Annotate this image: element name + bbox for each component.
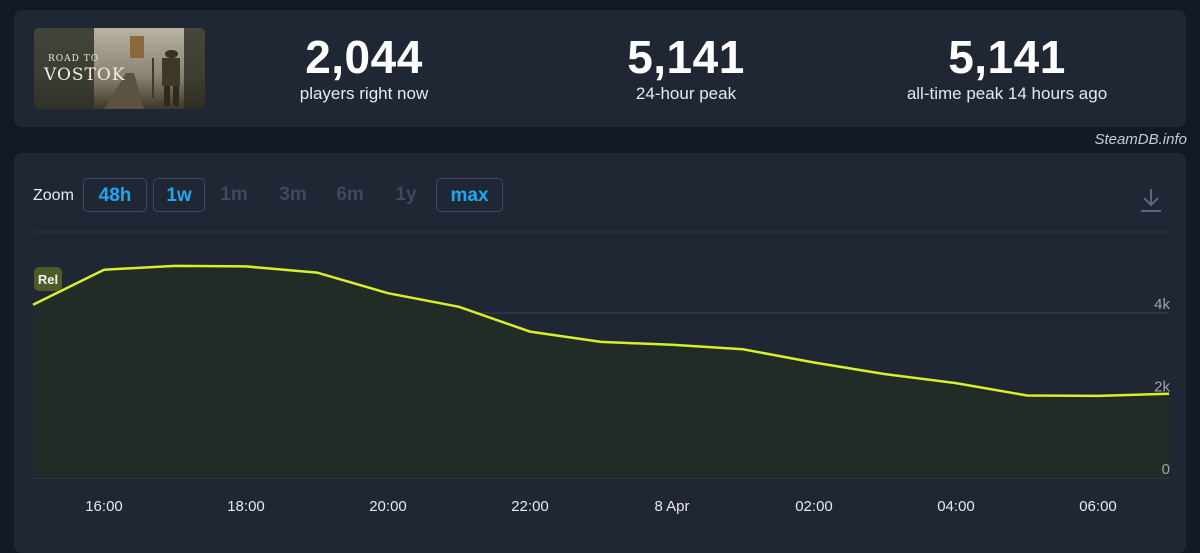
x-axis-labels: 16:00 18:00 20:00 22:00 8 Apr 02:00 04:00 06:00 [85,498,1117,515]
x-tick-label: 18:00 [227,498,265,515]
y-tick-label: 0 [1162,461,1170,478]
stat-all-time-peak: 5,141 all-time peak 14 hours ago [857,32,1157,104]
players-now-value: 2,044 [305,31,423,83]
release-marker-label: Rel [38,272,58,287]
y-tick-label: 2k [1154,379,1170,396]
x-tick-label: 16:00 [85,498,123,515]
player-count-line [32,264,1170,398]
zoom-label: Zoom [33,187,74,204]
peak-24h-label: 24-hour peak [635,84,737,103]
all-time-peak-label: all-time peak 14 hours ago [906,84,1108,103]
stat-players-now: 2,044 players right now [214,32,514,104]
zoom-1m-button[interactable]: 1m [220,184,248,205]
steamdb-credit-link[interactable]: SteamDB.info [1094,131,1187,148]
peak-24h-value: 5,141 [627,31,745,83]
y-axis-labels: 0 2k 4k [1154,296,1170,478]
stats-panel: ROAD TO VOSTOK 2,044 players right now 5… [14,10,1186,127]
zoom-6m-button[interactable]: 6m [336,184,364,205]
player-count-chart: 0 2k 4k 16:00 18:00 20:00 22:00 8 Apr 02:00 04:0… [32,231,1170,515]
x-tick-label: 02:00 [795,498,833,515]
download-icon[interactable] [1140,187,1162,213]
y-tick-label: 4k [1154,296,1170,313]
game-cover-image[interactable]: ROAD TO VOSTOK [34,28,205,109]
game-art-title-small: ROAD TO [48,54,99,64]
chart-panel: Zoom 48h 1w 1m 3m 6m 1y max 0 2k 4k 16:00 1… [14,153,1186,553]
x-tick-label: 20:00 [369,498,407,515]
release-marker-box [34,267,62,291]
zoom-1w-button[interactable]: 1w [153,178,205,212]
series-area [33,265,1169,478]
zoom-48h-button[interactable]: 48h [83,178,147,212]
x-tick-label: 04:00 [937,498,975,515]
stat-24h-peak: 5,141 24-hour peak [536,32,836,104]
release-marker[interactable]: Rel [34,267,62,291]
zoom-1y-button[interactable]: 1y [395,184,417,205]
all-time-peak-value: 5,141 [948,31,1066,83]
x-tick-label: 22:00 [511,498,549,515]
players-now-label: players right now [299,84,429,103]
x-tick-label: 8 Apr [654,498,689,515]
x-tick-label: 06:00 [1079,498,1117,515]
zoom-max-button[interactable]: max [436,178,503,212]
game-art-title: VOSTOK [43,65,126,85]
zoom-3m-button[interactable]: 3m [279,184,307,205]
